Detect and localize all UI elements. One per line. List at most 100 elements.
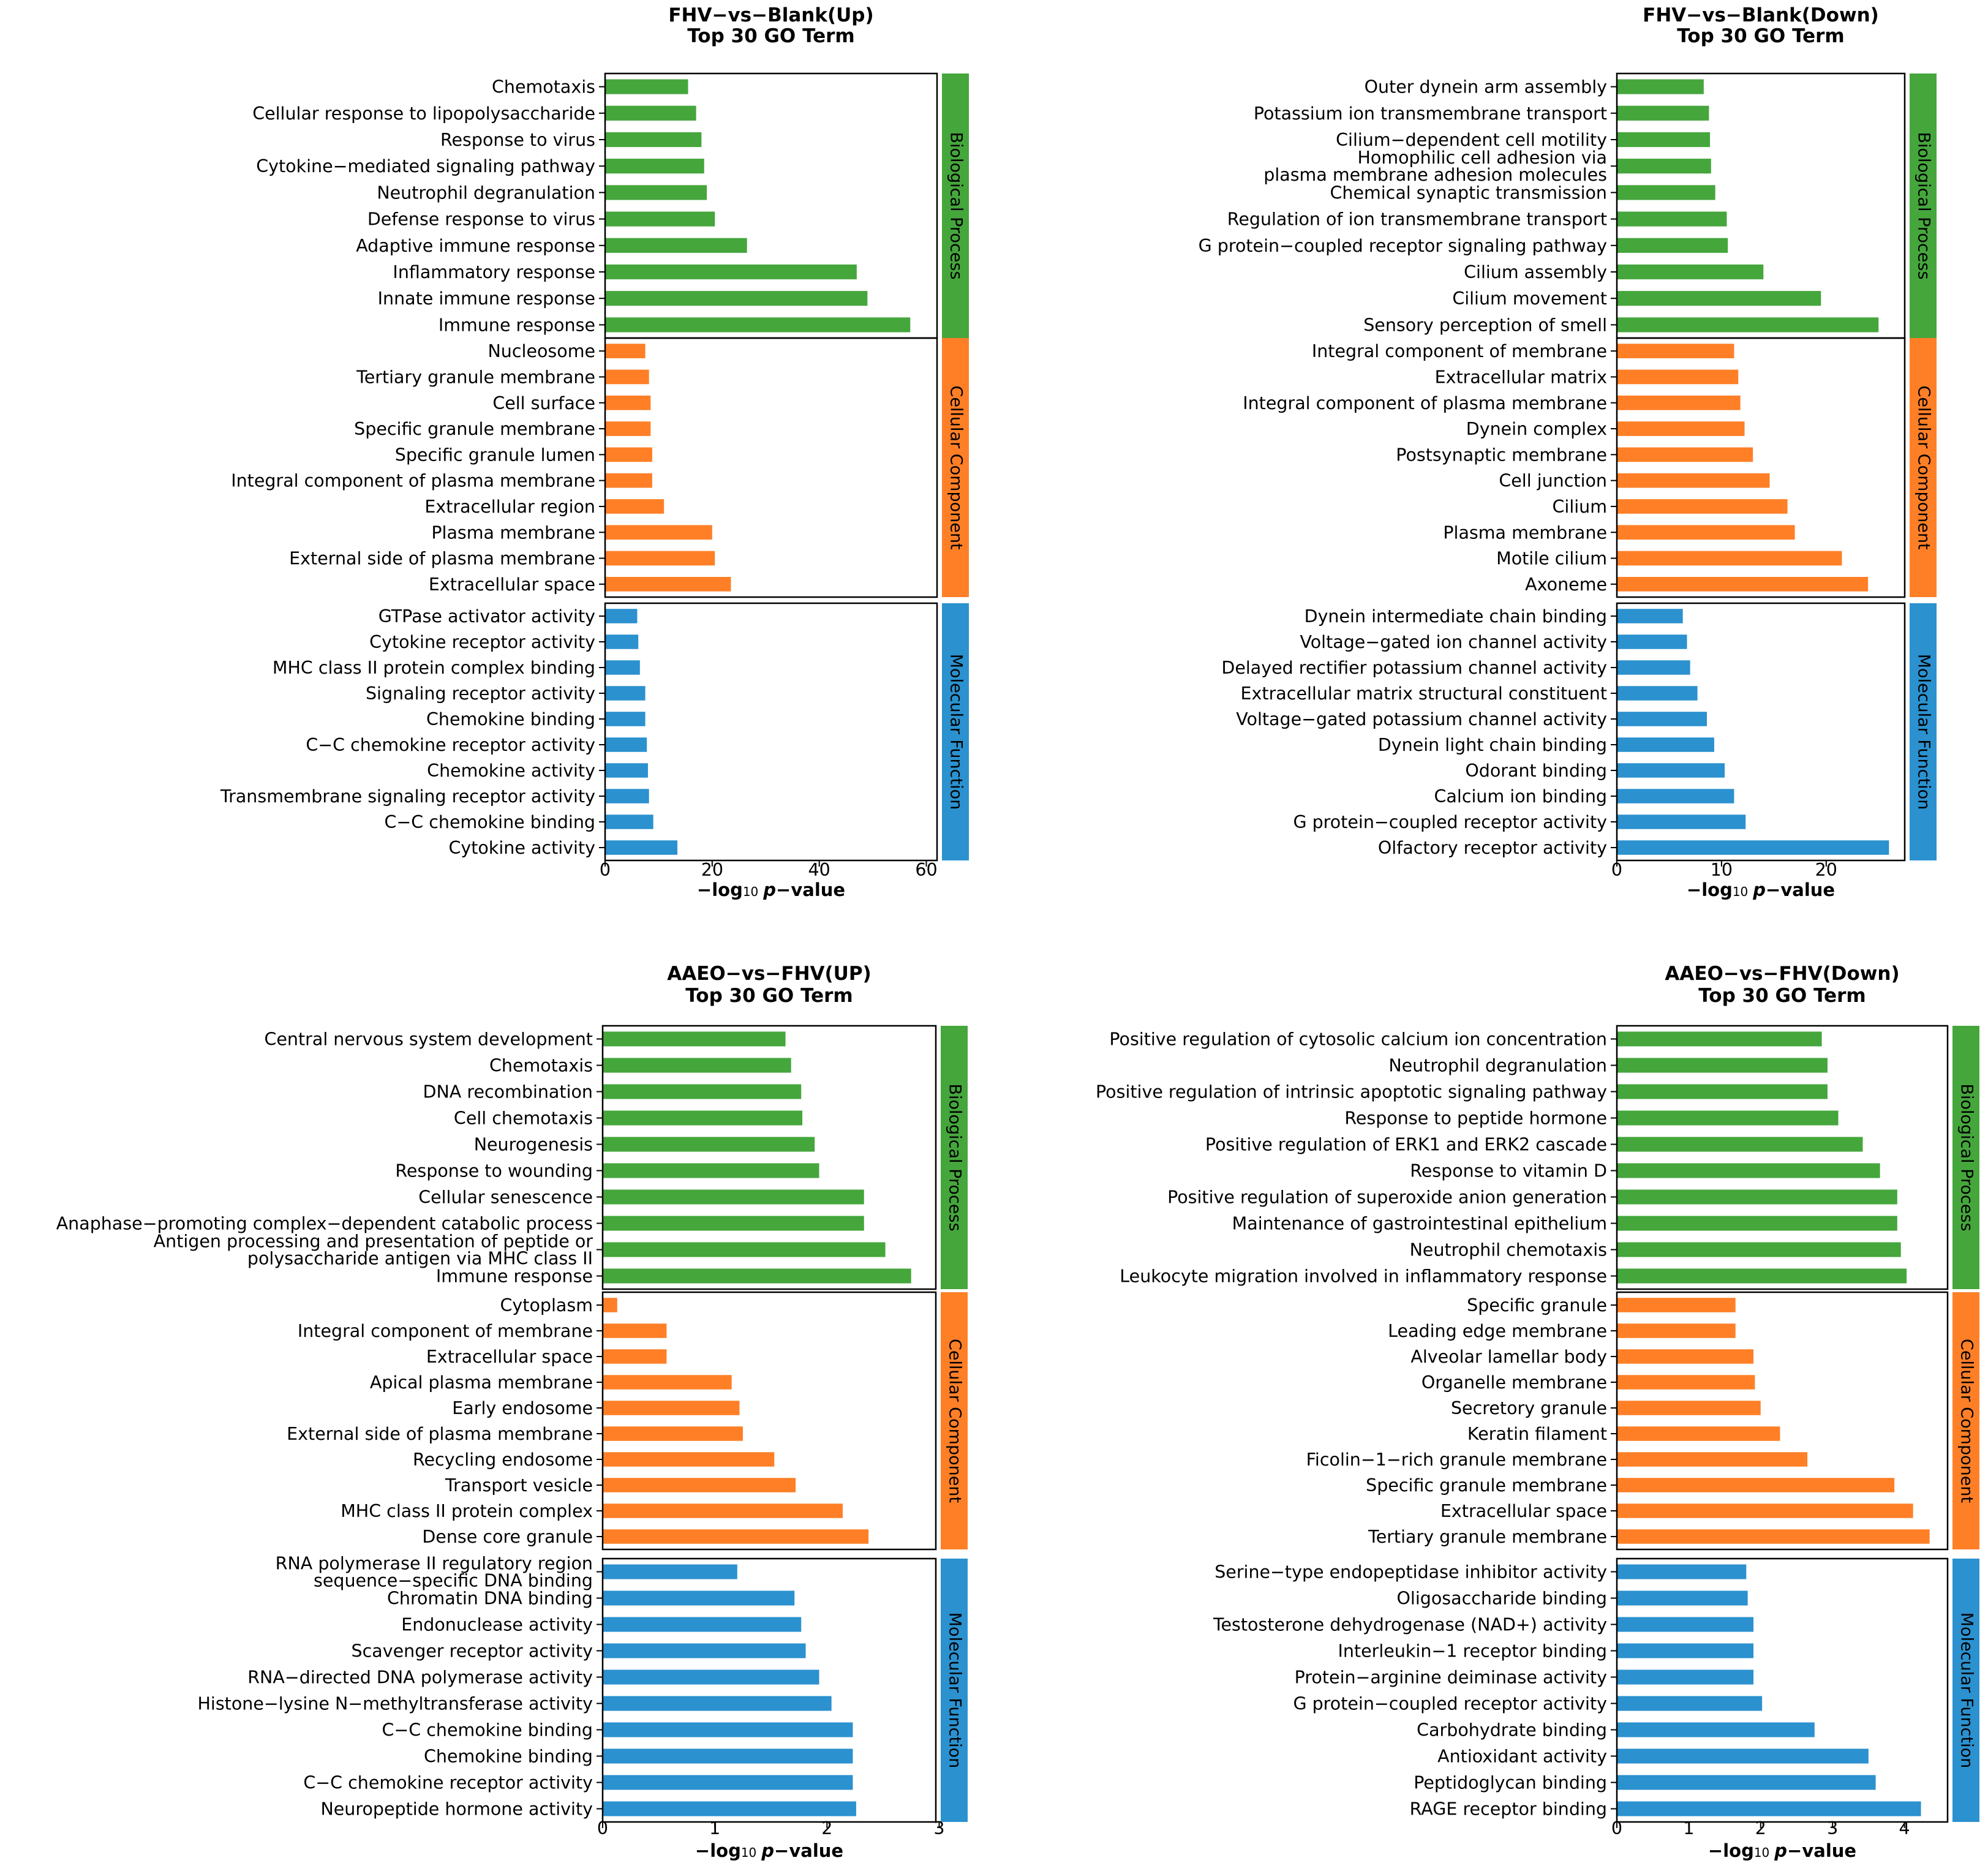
bar-nucleosome xyxy=(605,344,646,358)
term-label: Cell chemotaxis xyxy=(454,1108,593,1129)
term-label: Chromatin DNA binding xyxy=(387,1589,593,1609)
category-label: Biological Process xyxy=(1957,1083,1976,1231)
category-label: Molecular Function xyxy=(947,654,966,810)
bar-antigen-processing-and-presentation-of-peptide-or-polysaccharide-antigen-via-mhc-class-ii xyxy=(603,1242,886,1257)
bar-g-protein-coupled-receptor-signaling-pathway xyxy=(1617,238,1728,253)
bar-central-nervous-system-development xyxy=(603,1031,786,1047)
category-strip xyxy=(1952,1559,1979,1822)
term-label: Dynein light chain binding xyxy=(1378,735,1607,755)
term-label: Cytokine activity xyxy=(448,838,595,858)
x-axis-label: −log10 p−value xyxy=(1687,879,1835,900)
term-label: Protein−arginine deiminase activity xyxy=(1295,1668,1607,1688)
term-label: Plasma membrane xyxy=(1443,522,1607,543)
category-label: Molecular Function xyxy=(946,1612,965,1768)
term-label: Integral component of membrane xyxy=(1312,341,1607,361)
bar-rage-receptor-binding xyxy=(1617,1801,1921,1816)
bar-leukocyte-migration-involved-in-inflammatory-response xyxy=(1617,1268,1907,1284)
term-label: Integral component of membrane xyxy=(298,1321,593,1341)
section-frame xyxy=(604,337,938,598)
term-label: Tertiary granule membrane xyxy=(1368,1527,1607,1547)
x-tick-label: 20 xyxy=(1815,860,1837,880)
term-label: GTPase activator activity xyxy=(378,606,595,627)
term-label: Cilium−dependent cell motility xyxy=(1336,130,1607,150)
chart-subtitle: Top 30 GO Term xyxy=(1677,25,1844,47)
category-label: Molecular Function xyxy=(1957,1612,1976,1768)
term-label: Transport vesicle xyxy=(445,1475,593,1496)
category-strip xyxy=(1910,73,1937,338)
bar-anaphase-promoting-complex-dependent-catabolic-process xyxy=(603,1216,864,1231)
chart-panel-3: AAEO−vs−FHV(UP)Top 30 GO Term Central ner… xyxy=(56,963,968,1861)
bar-signaling-receptor-activity xyxy=(605,686,646,701)
x-tick-label: 10 xyxy=(1711,860,1733,880)
bar-axoneme xyxy=(1617,577,1869,592)
term-label: Specific granule xyxy=(1467,1295,1607,1315)
term-label: Extracellular space xyxy=(1440,1501,1607,1521)
term-label: C−C chemokine receptor activity xyxy=(303,1773,593,1793)
bar-tertiary-granule-membrane xyxy=(605,369,649,385)
bar-secretory-granule xyxy=(1617,1401,1761,1415)
term-label: Dense core granule xyxy=(422,1527,593,1547)
x-tick-label: 0 xyxy=(1611,860,1622,880)
x-tick-label: 60 xyxy=(915,860,937,880)
term-label: Regulation of ion transmembrane transpor… xyxy=(1227,209,1607,230)
bar-neutrophil-chemotaxis xyxy=(1617,1242,1901,1257)
term-label: polysaccharide antigen via MHC class II xyxy=(247,1249,593,1269)
term-label: Organelle membrane xyxy=(1421,1372,1607,1393)
bar-dynein-complex xyxy=(1617,421,1745,436)
term-label: Positive regulation of cytosolic calcium… xyxy=(1109,1029,1607,1050)
bar-response-to-virus xyxy=(605,132,702,148)
term-label: Leukocyte migration involved in inflamma… xyxy=(1120,1266,1607,1287)
category-strip xyxy=(941,1559,968,1822)
bar-plasma-membrane xyxy=(1617,525,1795,540)
section-frame xyxy=(604,602,938,862)
term-label: Interleukin−1 receptor binding xyxy=(1338,1641,1607,1661)
term-label: Cytokine receptor activity xyxy=(369,632,595,652)
bar-neurogenesis xyxy=(603,1137,815,1152)
bar-integral-component-of-plasma-membrane xyxy=(605,473,652,488)
term-label: Positive regulation of ERK1 and ERK2 cas… xyxy=(1205,1135,1607,1155)
chart-panel-4: AAEO−vs−FHV(Down)Top 30 GO Term Positive … xyxy=(1096,963,1979,1861)
category-strip xyxy=(1910,338,1937,597)
term-label: Endonuclease activity xyxy=(401,1615,593,1635)
term-label: Extracellular space xyxy=(426,1347,593,1367)
bar-g-protein-coupled-receptor-activity xyxy=(1617,815,1746,829)
term-label: Keratin filament xyxy=(1467,1424,1607,1444)
term-label: Integral component of plasma membrane xyxy=(231,471,595,491)
term-label: Immune response xyxy=(436,1266,593,1287)
term-label: C−C chemokine binding xyxy=(382,1720,593,1740)
bar-cilium-movement xyxy=(1617,291,1821,306)
category-label: Biological Process xyxy=(1915,132,1933,279)
bar-positive-regulation-of-intrinsic-apoptotic-signaling-pathway xyxy=(1617,1084,1828,1099)
chart-title: AAEO−vs−FHV(Down) xyxy=(1665,963,1899,985)
bar-cytokine-activity xyxy=(605,840,678,855)
category-label: Cellular Component xyxy=(947,385,966,549)
x-axis-label: −log10 p−value xyxy=(1708,1840,1856,1861)
term-label: Plasma membrane xyxy=(431,522,595,543)
term-label: Transmembrane signaling receptor activit… xyxy=(220,786,595,807)
section-frame xyxy=(1616,1025,1949,1290)
bar-response-to-wounding xyxy=(603,1163,819,1178)
term-label: Homophilic cell adhesion via xyxy=(1357,148,1607,168)
term-label: Voltage−gated potassium channel activity xyxy=(1236,709,1607,729)
term-label: Testosterone dehydrogenase (NAD+) activi… xyxy=(1213,1615,1607,1635)
term-label: Sensory perception of smell xyxy=(1363,315,1607,335)
bar-antioxidant-activity xyxy=(1617,1748,1869,1764)
x-tick-label: 1 xyxy=(1683,1818,1694,1838)
section-frame xyxy=(1616,337,1906,598)
bar-cilium xyxy=(1617,499,1788,514)
term-label: Motile cilium xyxy=(1496,549,1607,569)
term-label: Extracellular matrix xyxy=(1435,367,1607,387)
bar-cell-chemotaxis xyxy=(603,1110,803,1126)
chart-subtitle: Top 30 GO Term xyxy=(685,985,853,1007)
bar-integral-component-of-membrane xyxy=(1617,344,1734,358)
bar-neutrophil-degranulation xyxy=(1617,1058,1828,1073)
bar-cytokine-receptor-activity xyxy=(605,634,639,649)
term-label: G protein−coupled receptor signaling pat… xyxy=(1199,236,1608,256)
bar-cytoplasm xyxy=(603,1298,617,1312)
term-label: Central nervous system development xyxy=(264,1029,593,1050)
bar-extracellular-matrix-structural-constituent xyxy=(1617,686,1698,701)
term-label: Cellular response to lipopolysaccharide xyxy=(252,103,595,124)
bar-recycling-endosome xyxy=(603,1452,775,1467)
category-label: Cellular Component xyxy=(946,1339,965,1503)
